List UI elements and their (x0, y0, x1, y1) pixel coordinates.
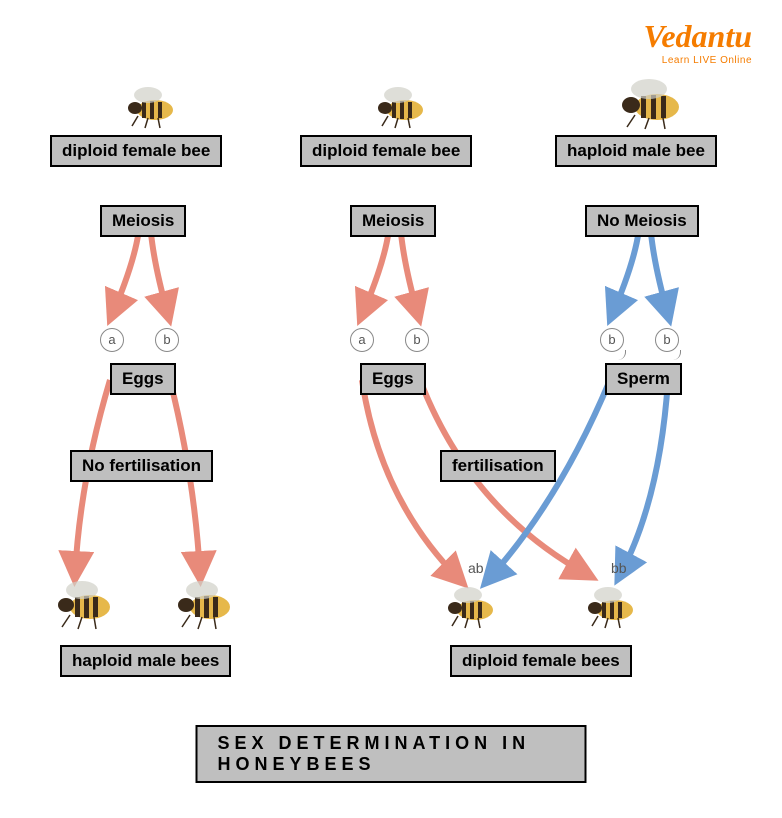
gamete-a-2: a (350, 328, 374, 352)
offspring-label-1: haploid male bees (60, 645, 231, 677)
bee-icon (360, 80, 430, 135)
fert-label-2: fertilisation (440, 450, 556, 482)
process-label-1: Meiosis (100, 205, 186, 237)
fert-label-1: No fertilisation (70, 450, 213, 482)
bee-icon (110, 80, 180, 135)
gamete-b-2: b (405, 328, 429, 352)
bee-icon (570, 580, 640, 635)
parent-label-2: diploid female bee (300, 135, 472, 167)
allele-bb: bb (611, 560, 627, 576)
offspring-label-2: diploid female bees (450, 645, 632, 677)
bee-icon (160, 575, 240, 635)
diagram-container: diploid female bee Meiosis a b Eggs No f… (0, 80, 782, 780)
gametes-label-1: Eggs (110, 363, 176, 395)
diagram-title: SEX DETERMINATION IN HONEYBEES (196, 725, 587, 783)
gamete-b-1: b (155, 328, 179, 352)
gamete-b-3a: b (600, 328, 624, 352)
gametes-label-3: Sperm (605, 363, 682, 395)
bee-icon (430, 580, 500, 635)
bee-icon (40, 575, 120, 635)
gamete-b-3b: b (655, 328, 679, 352)
parent-label-1: diploid female bee (50, 135, 222, 167)
gametes-label-2: Eggs (360, 363, 426, 395)
vedantu-logo: Vedantu Learn LIVE Online (644, 18, 752, 66)
logo-subtitle: Learn LIVE Online (644, 55, 752, 66)
bee-icon (605, 75, 690, 135)
process-label-2: Meiosis (350, 205, 436, 237)
process-label-3: No Meiosis (585, 205, 699, 237)
allele-ab: ab (468, 560, 484, 576)
logo-text: Vedantu (644, 18, 752, 55)
parent-label-3: haploid male bee (555, 135, 717, 167)
gamete-a-1: a (100, 328, 124, 352)
